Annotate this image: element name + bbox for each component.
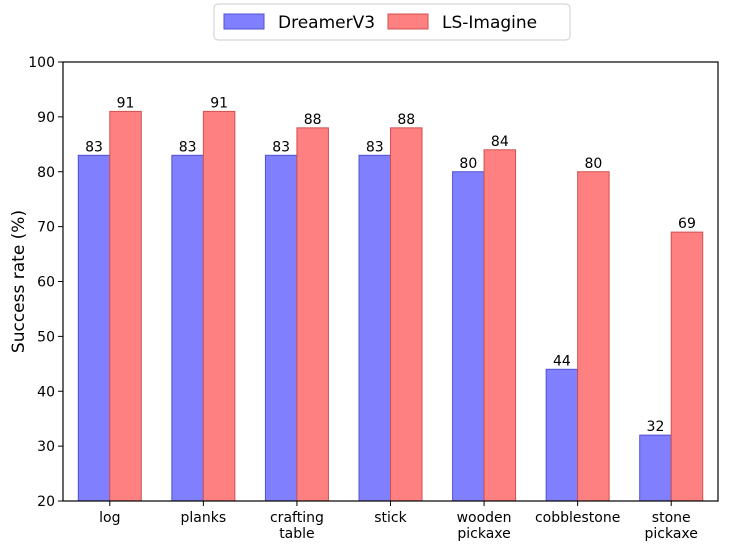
data-label: 83 xyxy=(366,139,384,155)
bar-ls-imagine-5 xyxy=(577,171,610,502)
bar-dreamerv3-2 xyxy=(264,154,298,502)
legend-swatch-ls-imagine xyxy=(387,13,429,30)
data-label: 83 xyxy=(272,139,290,155)
y-tick-label: 40 xyxy=(37,384,55,400)
x-tick-label: cobblestone xyxy=(535,510,620,526)
bar-ls-imagine-0 xyxy=(109,110,142,502)
x-tick-label: pickaxe xyxy=(645,526,698,542)
data-label: 88 xyxy=(397,112,415,128)
data-label: 91 xyxy=(210,95,228,111)
bar-dreamerv3-5 xyxy=(545,368,579,502)
legend-label: DreamerV3 xyxy=(278,13,375,33)
bar-dreamerv3-0 xyxy=(77,154,111,502)
x-tick-label: table xyxy=(279,526,314,542)
data-label: 84 xyxy=(491,134,509,150)
y-tick-label: 20 xyxy=(37,494,55,510)
bar-ls-imagine-4 xyxy=(483,149,517,502)
bar-dreamerv3-4 xyxy=(452,171,485,502)
bar-ls-imagine-1 xyxy=(202,110,236,502)
x-tick-label: crafting xyxy=(270,510,324,526)
x-tick-label: planks xyxy=(181,510,227,526)
bar-ls-imagine-2 xyxy=(296,127,329,502)
data-label: 69 xyxy=(678,216,696,232)
bar-ls-imagine-3 xyxy=(390,127,423,502)
y-tick-label: 70 xyxy=(37,220,55,236)
bars xyxy=(77,110,704,502)
x-tick-label: stick xyxy=(374,510,407,526)
x-tick-label: wooden xyxy=(457,510,512,526)
x-tick-label: log xyxy=(99,510,120,526)
y-tick-label: 60 xyxy=(37,275,55,291)
legend: DreamerV3 LS-Imagine xyxy=(213,3,571,41)
data-label: 91 xyxy=(117,95,135,111)
bar-dreamerv3-6 xyxy=(639,434,672,502)
y-tick-label: 30 xyxy=(37,439,55,455)
y-tick-label: 80 xyxy=(37,165,55,181)
legend-label: LS-Imagine xyxy=(442,13,537,33)
legend-swatch-dreamerv3 xyxy=(223,13,265,30)
data-label: 88 xyxy=(304,112,322,128)
data-label: 80 xyxy=(584,156,602,172)
data-label: 32 xyxy=(647,419,665,435)
data-label: 44 xyxy=(553,353,571,369)
y-axis-title: Success rate (%) xyxy=(9,210,29,353)
data-labels: 83 91 83 91 83 88 83 88 80 84 44 80 32 69 xyxy=(85,95,696,435)
x-tick-label: stone xyxy=(652,510,691,526)
bar-dreamerv3-1 xyxy=(171,154,204,502)
y-tick-label: 100 xyxy=(28,55,55,71)
bar-dreamerv3-3 xyxy=(358,154,391,502)
data-label: 83 xyxy=(179,139,197,155)
data-label: 83 xyxy=(85,139,103,155)
data-label: 80 xyxy=(459,156,477,172)
bar-ls-imagine-6 xyxy=(670,231,704,502)
x-tick-label: pickaxe xyxy=(457,526,510,542)
y-tick-label: 90 xyxy=(37,110,55,126)
y-tick-label: 50 xyxy=(37,329,55,345)
